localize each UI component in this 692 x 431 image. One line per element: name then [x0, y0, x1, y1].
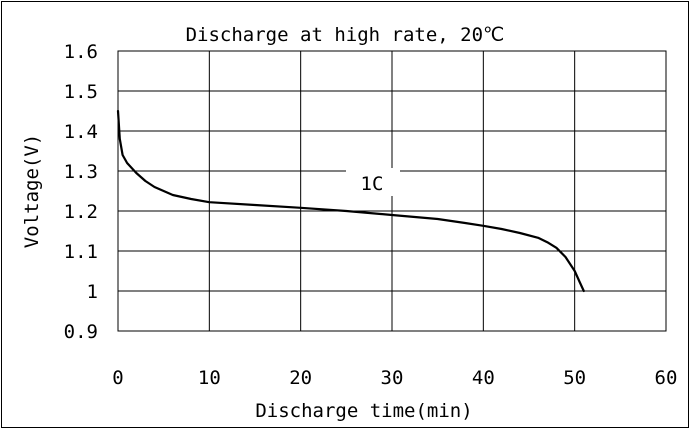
y-tick-label-6: 1.5: [64, 81, 98, 103]
x-tick-label-4: 40: [472, 367, 495, 389]
y-tick-labels: 0.9 1 1.1 1.2 1.3 1.4 1.5 1.6: [64, 41, 98, 343]
x-tick-label-6: 60: [655, 367, 678, 389]
x-tick-labels: 0 10 20 30 40 50 60: [112, 367, 677, 389]
series-group: [116, 109, 585, 293]
y-tick-label-7: 1.6: [64, 41, 98, 63]
y-tick-label-1: 1: [87, 281, 98, 303]
series-label-background: [346, 168, 400, 196]
x-tick-label-3: 30: [381, 367, 404, 389]
y-tick-label-3: 1.2: [64, 201, 98, 223]
series-label-1c: 1C: [361, 173, 384, 195]
y-tick-label-4: 1.3: [64, 161, 98, 183]
x-tick-label-1: 10: [198, 367, 221, 389]
x-tick-label-2: 20: [289, 367, 312, 389]
title-background: [160, 18, 530, 48]
y-axis-label: Voltage(V): [21, 134, 43, 248]
y-tick-label-5: 1.4: [64, 121, 98, 143]
x-axis-label: Discharge time(min): [255, 400, 472, 422]
series-line-0: [116, 109, 585, 293]
chart-title: Discharge at high rate, 20℃: [186, 24, 505, 46]
y-tick-label-0: 0.9: [64, 321, 98, 343]
x-tick-label-0: 0: [112, 367, 123, 389]
x-tick-label-5: 50: [563, 367, 586, 389]
y-tick-label-2: 1.1: [64, 241, 98, 263]
